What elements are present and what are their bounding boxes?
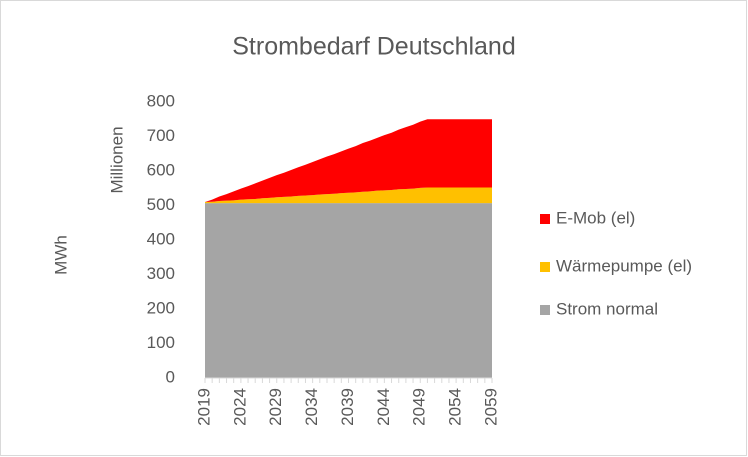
y-tick-label: 700 <box>147 126 175 145</box>
legend-swatch <box>540 305 550 315</box>
y-tick-label: 500 <box>147 195 175 214</box>
x-tick-label: 2019 <box>194 388 213 426</box>
x-tick-label: 2039 <box>338 388 357 426</box>
area <box>205 203 492 378</box>
x-tick-label: 2034 <box>302 388 321 426</box>
y-tick-label: 0 <box>166 367 175 386</box>
y-unit-label: Millionen <box>107 126 126 193</box>
area <box>205 119 492 203</box>
legend-label: Strom normal <box>556 299 658 318</box>
x-tick-label: 2054 <box>446 388 465 426</box>
y-tick-label: 600 <box>147 160 175 179</box>
x-tick-label: 2049 <box>410 388 429 426</box>
area <box>205 187 492 204</box>
y-tick-label: 100 <box>147 333 175 352</box>
y-tick-label: 400 <box>147 229 175 248</box>
y-axis-label: MWh <box>51 235 70 275</box>
legend-label: E-Mob (el) <box>556 208 635 227</box>
x-tick-label: 2059 <box>481 388 500 426</box>
y-tick-label: 300 <box>147 264 175 283</box>
legend-swatch <box>540 214 550 224</box>
x-tick-label: 2024 <box>230 388 249 426</box>
x-tick-label: 2044 <box>374 388 393 426</box>
legend-label: Wärmepumpe (el) <box>556 256 692 275</box>
y-tick-label: 800 <box>147 91 175 110</box>
legend-swatch <box>540 262 550 272</box>
chart-title: Strombedarf Deutschland <box>232 33 515 61</box>
x-tick-label: 2029 <box>266 388 285 426</box>
y-tick-label: 200 <box>147 298 175 317</box>
